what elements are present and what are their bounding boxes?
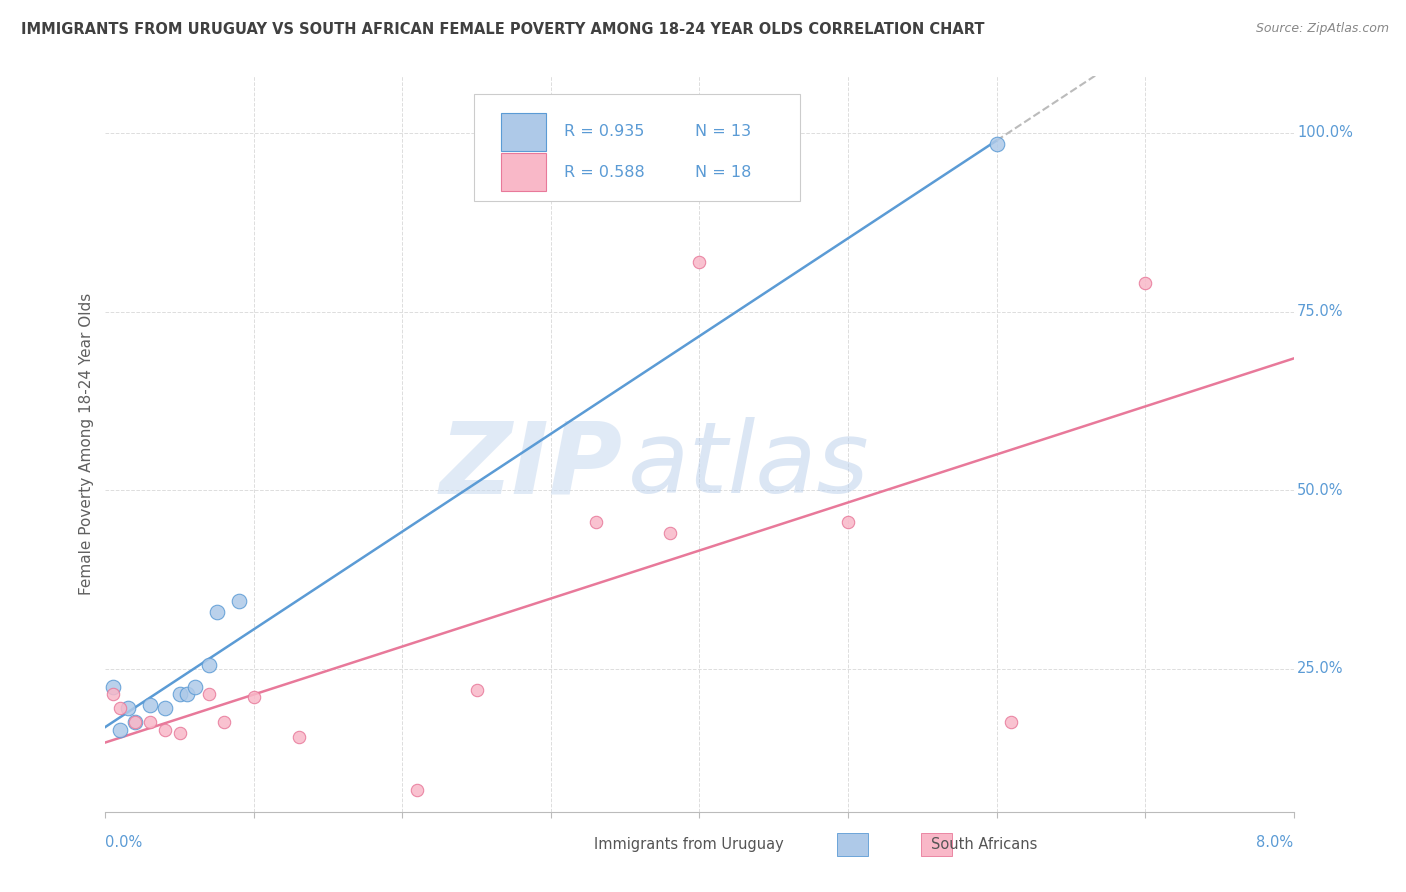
Point	[214, 715, 236, 730]
Point	[101, 680, 124, 694]
Point	[1000, 715, 1022, 730]
Point	[139, 715, 162, 730]
Point	[1133, 276, 1156, 290]
Point	[837, 516, 859, 530]
Text: 8.0%: 8.0%	[1257, 836, 1294, 850]
Text: R = 0.935: R = 0.935	[564, 124, 644, 139]
Point	[124, 715, 146, 730]
Text: 25.0%: 25.0%	[1298, 661, 1344, 676]
Text: R = 0.588: R = 0.588	[564, 165, 645, 179]
Point	[124, 715, 146, 730]
Point	[110, 701, 132, 715]
Point	[689, 254, 711, 268]
FancyBboxPatch shape	[501, 153, 546, 192]
Point	[243, 690, 266, 705]
Text: 0.0%: 0.0%	[105, 836, 142, 850]
Point	[169, 687, 191, 701]
Point	[406, 783, 429, 797]
FancyBboxPatch shape	[474, 95, 800, 201]
Text: South Africans: South Africans	[931, 838, 1038, 852]
Text: IMMIGRANTS FROM URUGUAY VS SOUTH AFRICAN FEMALE POVERTY AMONG 18-24 YEAR OLDS CO: IMMIGRANTS FROM URUGUAY VS SOUTH AFRICAN…	[21, 22, 984, 37]
Text: ZIP: ZIP	[439, 417, 623, 515]
Text: 100.0%: 100.0%	[1298, 126, 1353, 140]
Y-axis label: Female Poverty Among 18-24 Year Olds: Female Poverty Among 18-24 Year Olds	[79, 293, 94, 595]
Point	[101, 687, 124, 701]
Point	[110, 723, 132, 737]
Point	[198, 658, 221, 673]
Point	[658, 526, 681, 541]
Point	[986, 136, 1008, 151]
Point	[205, 605, 228, 619]
Text: N = 18: N = 18	[695, 165, 751, 179]
FancyBboxPatch shape	[501, 112, 546, 151]
Point	[153, 723, 176, 737]
Text: atlas: atlas	[628, 417, 870, 515]
Point	[153, 701, 176, 715]
Text: Immigrants from Uruguay: Immigrants from Uruguay	[595, 838, 783, 852]
Text: 75.0%: 75.0%	[1298, 304, 1344, 319]
Point	[465, 683, 488, 698]
Point	[117, 701, 139, 715]
Text: Source: ZipAtlas.com: Source: ZipAtlas.com	[1256, 22, 1389, 36]
Point	[585, 516, 607, 530]
Text: 50.0%: 50.0%	[1298, 483, 1344, 498]
Bar	[837, 833, 868, 856]
Point	[139, 698, 162, 712]
Point	[169, 726, 191, 740]
Point	[176, 687, 198, 701]
Point	[198, 687, 221, 701]
Point	[183, 680, 205, 694]
Bar	[921, 833, 952, 856]
Text: N = 13: N = 13	[695, 124, 751, 139]
Point	[287, 730, 309, 744]
Point	[228, 594, 250, 608]
